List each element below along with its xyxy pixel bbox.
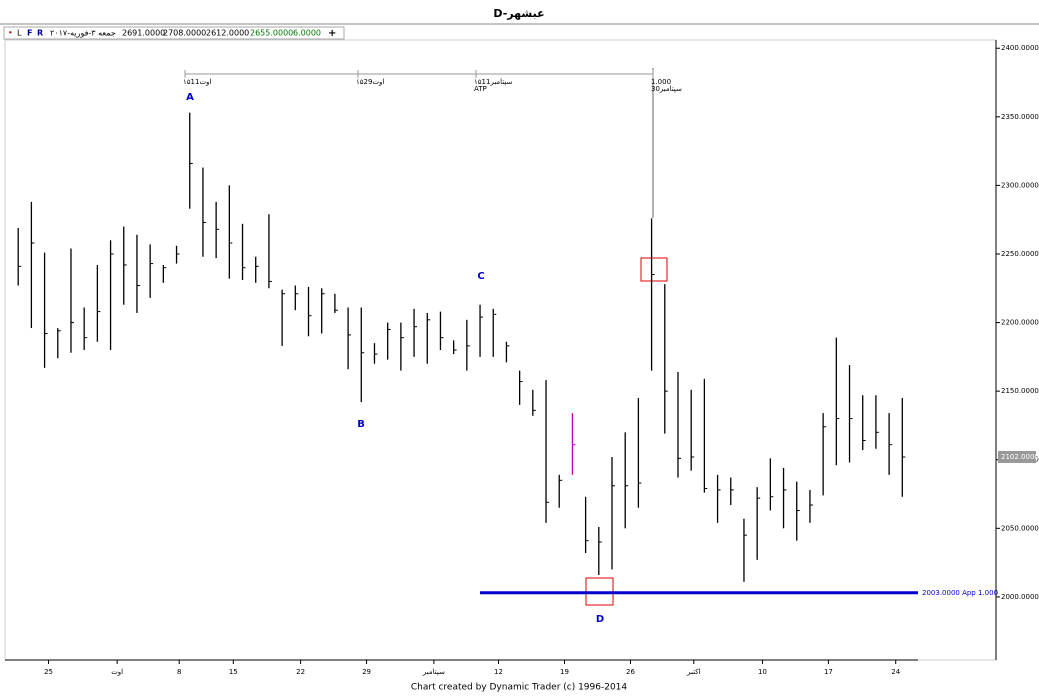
x-tick-label: 12 — [494, 668, 503, 676]
x-tick-label: اکتبر — [686, 668, 700, 676]
toolbar-value: 2691.0000 — [122, 29, 165, 38]
plot-area — [4, 39, 997, 661]
y-tick-label: 2300.0000 — [1001, 181, 1039, 189]
wave-label: C — [477, 271, 484, 282]
y-tick-label: 2350.0000 — [1001, 113, 1039, 121]
ruler-label: ۱۵سپتامبر11 — [474, 78, 513, 86]
x-tick-label: سپتامبر — [422, 668, 445, 676]
toolbar-dot[interactable]: • — [8, 29, 13, 38]
x-tick-label: 17 — [824, 668, 833, 676]
x-tick-label: 26 — [626, 668, 635, 676]
toolbar-value: 6.0000 — [293, 29, 321, 38]
level-label: 2003.0000 App 1.000 — [922, 589, 998, 597]
toolbar — [3, 26, 345, 40]
ruler-label: 1.000 — [651, 78, 671, 86]
ruler-label: ATP — [474, 85, 487, 93]
y-tick-label: 2400.0000 — [1001, 44, 1039, 52]
marker-box — [640, 257, 668, 282]
last-price-box — [998, 450, 1036, 463]
toolbar-value: 2655.0000 — [250, 29, 293, 38]
y-tick-label: 2000.0000 — [1001, 593, 1039, 601]
y-tick-label: 2200.0000 — [1001, 319, 1039, 327]
x-tick-label: 8 — [177, 668, 181, 676]
x-tick-label: 19 — [560, 668, 569, 676]
x-tick-label: 25 — [44, 668, 53, 676]
toolbar-button[interactable]: R — [37, 29, 43, 38]
x-tick-label: 24 — [891, 668, 900, 676]
title-bar — [0, 0, 1039, 24]
toolbar-button[interactable]: F — [27, 29, 32, 38]
toolbar-value: 2708.0000 — [163, 29, 206, 38]
y-tick-label: 2150.0000 — [1001, 387, 1039, 395]
wave-label: D — [596, 614, 604, 625]
toolbar-add[interactable]: + — [328, 28, 336, 39]
ruler-label: ۱۵اوت29 — [356, 78, 384, 86]
x-tick-label: 29 — [362, 668, 371, 676]
x-tick-label: اوت — [111, 668, 123, 676]
wave-label: A — [186, 92, 194, 103]
toolbar-date: جمعه ۳-فوریه-۲۰۱۷ — [50, 29, 116, 38]
ruler-label: سپتامبر30 — [651, 85, 682, 93]
toolbar-button[interactable]: L — [17, 29, 22, 38]
toolbar-value: 2612.0000 — [206, 29, 249, 38]
footer: Chart created by Dynamic Trader (c) 1996… — [411, 683, 628, 693]
wave-label: B — [357, 419, 365, 430]
ruler-label: ۱۵اوت11 — [183, 78, 211, 86]
last-price-label: 2102.0000 — [1001, 453, 1039, 461]
x-tick-label: 15 — [229, 668, 238, 676]
x-tick-label: 10 — [758, 668, 767, 676]
x-tick-label: 22 — [296, 668, 305, 676]
y-tick-label: 2050.0000 — [1001, 524, 1039, 532]
chart-title: D-عبشهر — [493, 7, 544, 20]
y-tick-label: 2250.0000 — [1001, 250, 1039, 258]
